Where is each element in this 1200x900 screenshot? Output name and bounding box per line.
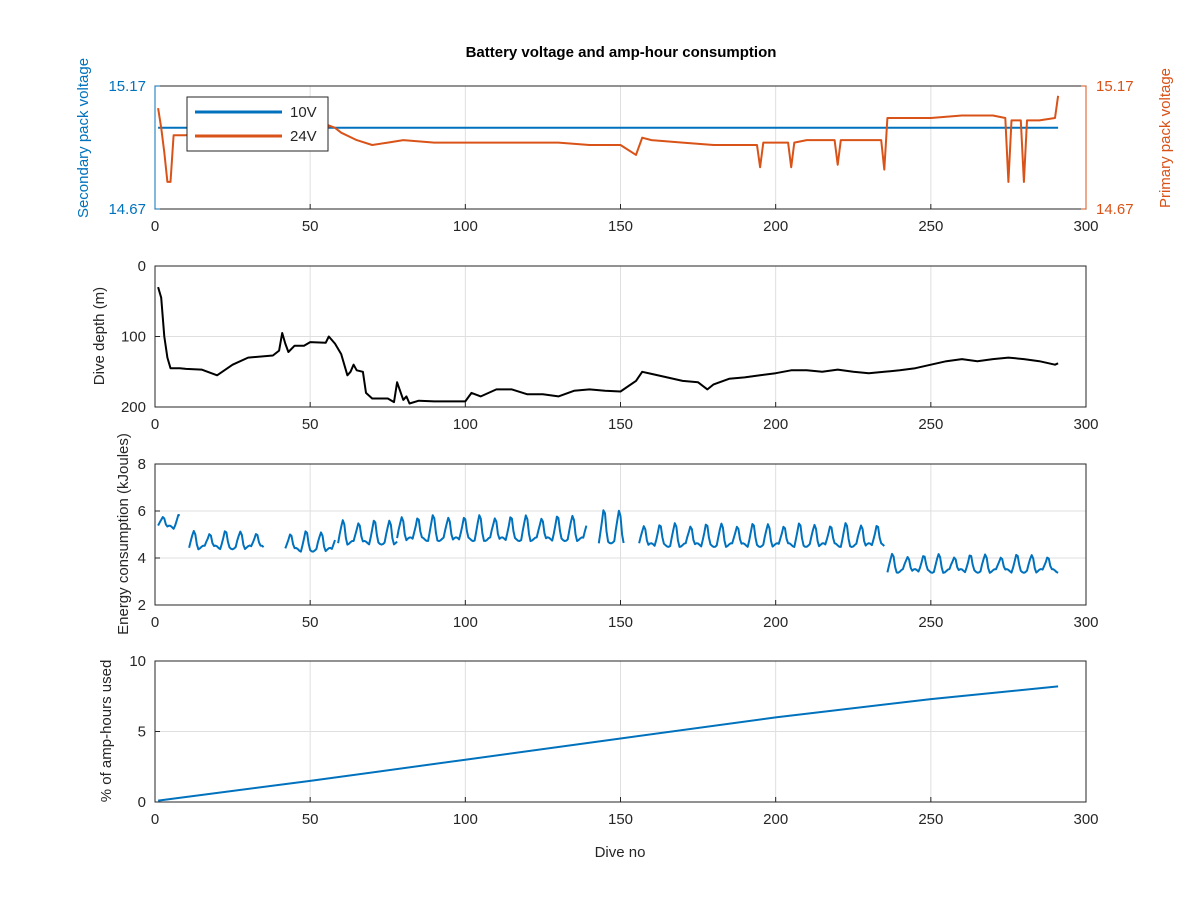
chart-title: Battery voltage and amp-hour consumption	[466, 44, 777, 61]
y-tick-label: 4	[138, 550, 146, 567]
legend-label-10v: 10V	[290, 104, 317, 121]
x-tick-label: 200	[763, 218, 788, 235]
series-line	[157, 685, 1059, 802]
primary-voltage-axis-label: Primary pack voltage	[1157, 68, 1174, 208]
x-tick-label: 0	[151, 614, 159, 631]
legend-label-24v: 24V	[290, 128, 317, 145]
x-tick-label: 150	[608, 614, 633, 631]
x-tick-label: 300	[1073, 416, 1098, 433]
y-tick-label: 0	[138, 258, 146, 275]
x-tick-label: 100	[453, 811, 478, 828]
y-tick-label: 200	[121, 399, 146, 416]
x-tick-label: 150	[608, 811, 633, 828]
x-tick-label: 300	[1073, 614, 1098, 631]
legend: 10V 24V	[186, 96, 329, 152]
y-tick-label: 0	[138, 794, 146, 811]
right-y-tick-label: 15.17	[1096, 78, 1134, 95]
x-tick-label: 50	[302, 614, 319, 631]
x-tick-label: 150	[608, 218, 633, 235]
energy-segment-line	[638, 522, 885, 548]
x-tick-label: 300	[1073, 218, 1098, 235]
x-tick-label: 200	[763, 811, 788, 828]
y-tick-label: 14.67	[108, 201, 146, 218]
x-tick-label: 200	[763, 614, 788, 631]
legend-box	[186, 96, 329, 152]
secondary-voltage-axis-label: Secondary pack voltage	[75, 58, 92, 218]
energy-segment-line	[188, 530, 265, 551]
energy-segment-line	[284, 530, 336, 553]
y-tick-label: 100	[121, 329, 146, 346]
x-tick-label: 200	[763, 416, 788, 433]
x-tick-label: 50	[302, 218, 319, 235]
series-line	[157, 286, 1059, 405]
x-tick-label: 250	[918, 614, 943, 631]
x-tick-label: 100	[453, 614, 478, 631]
x-tick-label: 150	[608, 416, 633, 433]
x-tick-label: 250	[918, 218, 943, 235]
y-tick-label: 5	[138, 724, 146, 741]
x-tick-label: 300	[1073, 811, 1098, 828]
y-tick-label: 15.17	[108, 78, 146, 95]
x-tick-label: 0	[151, 811, 159, 828]
x-tick-label: 50	[302, 416, 319, 433]
x-tick-label: 0	[151, 416, 159, 433]
y-tick-label: 8	[138, 456, 146, 473]
energy-axis-label: Energy consumption (kJoules)	[115, 433, 132, 635]
amp-hours-axis-label: % of amp-hours used	[98, 660, 115, 803]
x-tick-label: 100	[453, 218, 478, 235]
amp-hours-panel: 0 50 100 150 200 250 300 0 5 10 % of amp-hours us…	[98, 653, 1099, 861]
y-tick-label: 6	[138, 503, 146, 520]
x-axis-label: Dive no	[595, 844, 646, 861]
depth-axis-label: Dive depth (m)	[91, 287, 108, 385]
energy-segment-line	[886, 552, 1059, 574]
x-tick-label: 250	[918, 416, 943, 433]
x-tick-label: 100	[453, 416, 478, 433]
x-tick-label: 0	[151, 218, 159, 235]
x-tick-label: 50	[302, 811, 319, 828]
depth-panel: 0 50 100 150 200 250 300 0 100 200 Dive depth (m)	[91, 258, 1099, 433]
energy-segment-line	[157, 514, 180, 530]
energy-panel: 0 50 100 150 200 250 300 2 4 6 8 Energy consumptio…	[115, 433, 1099, 635]
x-tick-label: 250	[918, 811, 943, 828]
y-tick-label: 10	[129, 653, 146, 670]
energy-segment-line	[597, 509, 625, 545]
y-tick-label: 2	[138, 597, 146, 614]
right-y-tick-label: 14.67	[1096, 201, 1134, 218]
energy-segment-line	[396, 514, 588, 543]
energy-segment-line	[337, 519, 398, 546]
